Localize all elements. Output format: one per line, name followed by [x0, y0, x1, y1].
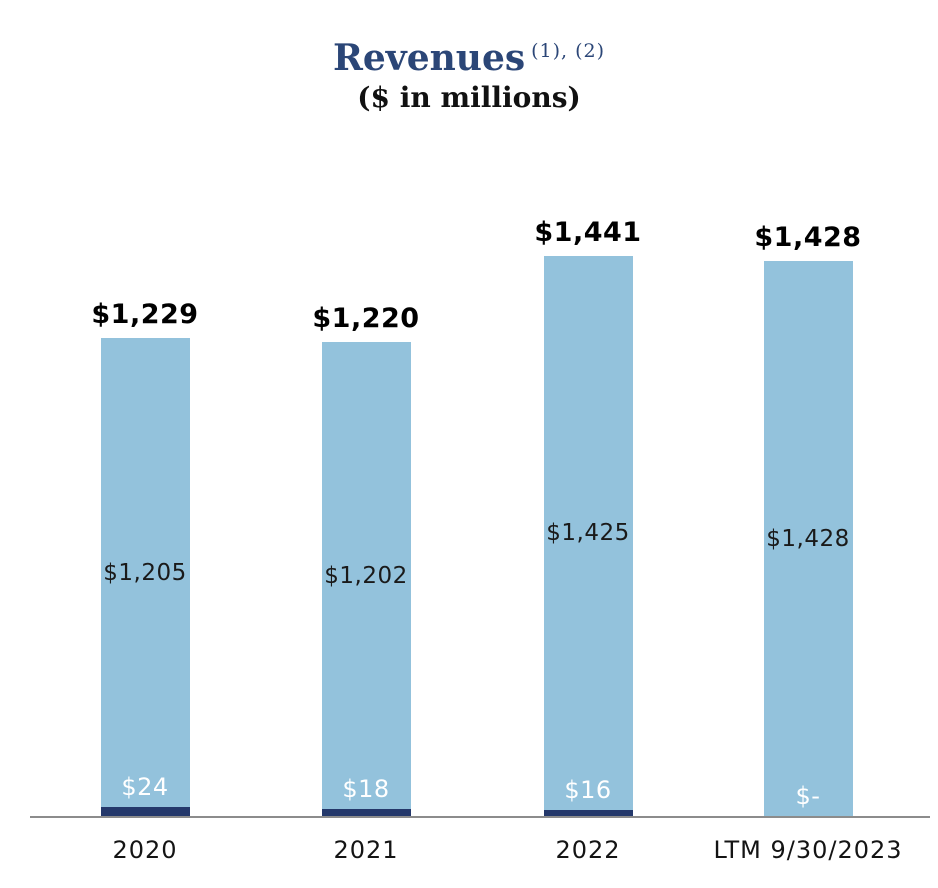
navy-segment-value-label: $24 [121, 773, 169, 801]
bar-total-label: $1,220 [312, 303, 420, 334]
x-axis-label: 2021 [333, 836, 399, 864]
bar-segment-light-blue: $1,425 [543, 256, 633, 810]
chart-title-text: Revenues [332, 37, 526, 79]
bar-segment-light-blue: $1,428 [763, 261, 853, 816]
light-blue-segment-value-label: $1,202 [324, 562, 408, 589]
bar-segment-navy [321, 809, 411, 816]
bar-segment-light-blue: $1,202 [321, 342, 411, 809]
x-axis-label: 2020 [112, 836, 178, 864]
light-blue-segment-value-label: $1,205 [103, 559, 187, 586]
navy-segment-value-label: $- [795, 782, 821, 810]
bar-total-label: $1,441 [534, 217, 642, 248]
bar-total-label: $1,428 [754, 222, 862, 253]
bar-group: $1,441 $1,425 $16 [534, 0, 641, 816]
chart-subtitle: ($ in millions) [357, 81, 581, 115]
chart-title: Revenues (1), (2) [0, 37, 938, 79]
bar-total-label: $1,229 [91, 299, 199, 330]
light-blue-segment-value-label: $1,425 [546, 520, 630, 546]
bar-group: $1,229 $1,205 $24 [91, 0, 198, 816]
navy-segment-value-label: $18 [342, 775, 390, 803]
chart-header: Revenues (1), (2) ($ in millions) [0, 37, 938, 115]
bar-group: $1,428 $1,428 $- [754, 0, 861, 816]
bar-group: $1,220 $1,202 $18 [312, 0, 419, 816]
x-axis-label: 2022 [555, 836, 621, 864]
bar-segment-light-blue: $1,205 [100, 338, 190, 807]
bar-segment-navy [543, 810, 633, 816]
bar-segment-navy [100, 807, 190, 816]
x-axis-line [30, 816, 930, 818]
x-axis-label: LTM 9/30/2023 [713, 836, 903, 864]
navy-segment-value-label: $16 [564, 776, 612, 804]
chart-title-footnote-markers: (1), (2) [531, 40, 606, 62]
light-blue-segment-value-label: $1,428 [766, 525, 850, 552]
